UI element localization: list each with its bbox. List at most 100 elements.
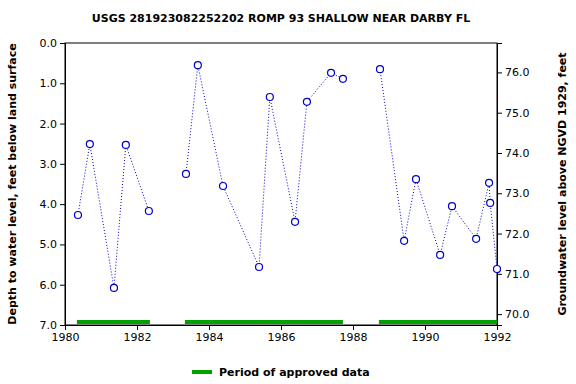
yticks-tick-mark [60, 164, 65, 165]
data-point [473, 235, 480, 242]
y2ticks-tick-label: 72.0 [505, 228, 530, 241]
yticks-tick: 2.0 [40, 118, 66, 131]
data-point [377, 66, 384, 73]
y2ticks-tick-mark [497, 193, 502, 194]
xticks-tick: 1990 [412, 325, 440, 344]
yticks-tick-mark [60, 285, 65, 286]
y2ticks-tick-mark [497, 234, 502, 235]
y2ticks-axis: 70.0 71.0 72.0 73.0 74.0 75.0 76.0 [497, 44, 530, 326]
y2ticks-tick: 70.0 [497, 308, 530, 321]
yticks-tick-label: 1.0 [40, 77, 58, 90]
xticks-tick-label: 1990 [412, 331, 440, 344]
yticks-tick: 6.0 [40, 279, 66, 292]
xticks-tick: 1986 [268, 325, 296, 344]
yticks-axis: 0.0 1.0 2.0 3.0 4.0 5.0 6.0 7.0 [40, 37, 66, 332]
y2ticks-tick-label: 76.0 [505, 66, 530, 79]
approved-period [379, 320, 497, 324]
title: USGS 281923082252202 ROMP 93 SHALLOW NEA… [92, 12, 470, 25]
data-point [487, 199, 494, 206]
xticks-tick-label: 1986 [268, 331, 296, 344]
y2ticks-tick: 73.0 [497, 187, 530, 200]
yticks-tick: 7.0 [40, 319, 66, 332]
data-point [220, 183, 227, 190]
series-line [78, 65, 497, 288]
data-point [413, 176, 420, 183]
y2ticks-tick-label: 70.0 [505, 308, 530, 321]
xticks-axis-line [66, 326, 498, 331]
yticks-tick-label: 7.0 [40, 319, 58, 332]
data-point [86, 141, 93, 148]
legend-swatch [192, 370, 212, 374]
data-point [486, 179, 493, 186]
xticks-tick-mark [425, 325, 426, 330]
yticks-tick-label: 2.0 [40, 118, 58, 131]
y2ticks-tick-mark [497, 113, 502, 114]
data-point [122, 141, 129, 148]
xticks-tick-mark [137, 325, 138, 330]
yticks-tick-label: 4.0 [40, 198, 58, 211]
xticks-tick-label: 1988 [340, 331, 368, 344]
yticks-tick: 0.0 [40, 37, 66, 50]
y2ticks-tick-label: 75.0 [505, 107, 530, 120]
xticks-tick-mark [353, 325, 354, 330]
legend-label: Period of approved data [219, 366, 370, 379]
y2-axis-title: Groundwater level above NGVD 1929, feet [556, 52, 569, 315]
data-point [256, 263, 263, 270]
xticks-tick: 1988 [340, 325, 368, 344]
y2ticks-tick-mark [497, 153, 502, 154]
data-point [110, 284, 117, 291]
yticks-tick-mark [60, 43, 65, 44]
data-point [437, 251, 444, 258]
data-point [328, 69, 335, 76]
yticks-tick-mark [60, 325, 65, 326]
data-point [449, 203, 456, 210]
data-point [266, 93, 273, 100]
data-point [74, 212, 81, 219]
y2ticks-tick: 71.0 [497, 268, 530, 281]
y2ticks-tick-label: 71.0 [505, 268, 530, 281]
y2ticks-tick-mark [497, 72, 502, 73]
yticks-axis-line [60, 44, 66, 326]
yticks-tick-label: 3.0 [40, 158, 58, 171]
data-point [145, 207, 152, 214]
xticks-tick: 1984 [196, 325, 224, 344]
y2ticks-tick-label: 74.0 [505, 147, 530, 160]
xticks-tick: 1982 [124, 325, 152, 344]
y2ticks-tick-label: 73.0 [505, 187, 530, 200]
yticks-tick: 1.0 [40, 77, 66, 90]
data-point [494, 266, 501, 273]
yticks-tick: 3.0 [40, 158, 66, 171]
yticks-tick-label: 5.0 [40, 238, 58, 251]
xticks-tick-label: 1984 [196, 331, 224, 344]
xticks-tick-label: 1992 [484, 331, 512, 344]
chart: 1980 1982 1984 1986 1988 1990 1992 0.0 1.0 2.0 3.0… [0, 0, 576, 384]
plot-marks [74, 62, 500, 322]
approved-period [185, 320, 343, 324]
xticks-axis: 1980 1982 1984 1986 1988 1990 1992 [52, 325, 512, 344]
data-point [182, 170, 189, 177]
yticks-tick-mark [60, 204, 65, 205]
yticks-tick-mark [60, 244, 65, 245]
y2ticks-tick: 74.0 [497, 147, 530, 160]
xticks-tick: 1992 [484, 325, 512, 344]
xticks-tick-label: 1980 [52, 331, 80, 344]
yticks-tick-label: 0.0 [40, 37, 58, 50]
legend: Period of approved data [192, 366, 370, 379]
xticks-tick-mark [281, 325, 282, 330]
yticks-tick-mark [60, 124, 65, 125]
y-axis-title: Depth to water level, feet below land su… [6, 43, 19, 324]
y2ticks-tick-mark [497, 314, 502, 315]
data-point [194, 62, 201, 69]
y2ticks-tick: 76.0 [497, 66, 530, 79]
data-point [339, 75, 346, 82]
yticks-tick: 5.0 [40, 238, 66, 251]
approved-period [77, 320, 150, 324]
y2ticks-tick: 75.0 [497, 107, 530, 120]
y2ticks-tick: 72.0 [497, 228, 530, 241]
yticks-tick: 4.0 [40, 198, 66, 211]
data-point [292, 218, 299, 225]
y2ticks-tick-mark [497, 274, 502, 275]
yticks-tick-label: 6.0 [40, 279, 58, 292]
data-point [303, 98, 310, 105]
plot-frame [65, 43, 497, 325]
